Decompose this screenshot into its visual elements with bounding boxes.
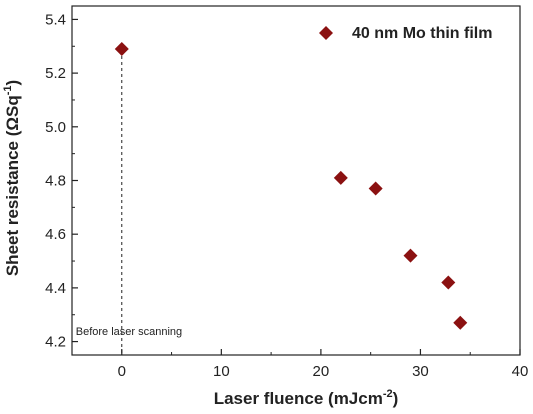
x-tick-label: 10 [213, 363, 230, 380]
x-tick-label: 30 [412, 363, 429, 380]
x-tick-label: 40 [512, 363, 529, 380]
data-point [441, 275, 456, 290]
legend: 40 nm Mo thin film [319, 25, 492, 42]
x-axis-title: Laser fluence (mJcm-2) [214, 388, 399, 408]
y-tick-label: 4.8 [45, 173, 66, 190]
y-tick-label: 5.2 [45, 65, 66, 82]
annotation-text: Before laser scanning [76, 326, 182, 338]
x-tick-label: 0 [118, 363, 126, 380]
data-point [403, 248, 418, 263]
data-point [453, 315, 468, 330]
y-tick-label: 4.2 [45, 334, 66, 351]
y-tick-label: 4.6 [45, 226, 66, 243]
x-tick-label: 20 [313, 363, 330, 380]
data-point [368, 181, 383, 196]
data-point [114, 41, 129, 56]
data-point [333, 170, 348, 185]
y-tick-label: 5.4 [45, 11, 66, 28]
y-tick-label: 4.4 [45, 280, 66, 297]
legend-label: 40 nm Mo thin film [352, 25, 492, 42]
legend-marker [319, 26, 333, 40]
y-axis-title: Sheet resistance (ΩSq-1) [2, 80, 22, 276]
y-tick-label: 5.0 [45, 119, 66, 136]
plot-area [71, 5, 521, 356]
